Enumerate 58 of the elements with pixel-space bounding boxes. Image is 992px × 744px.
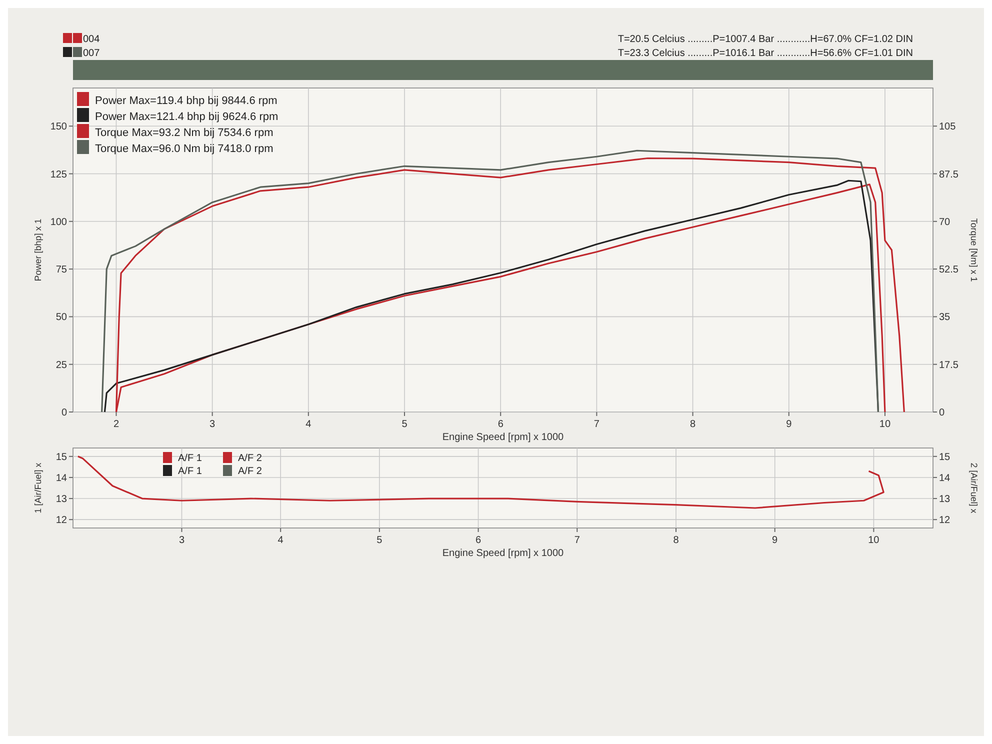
legend-label: Torque Max=93.2 Nm bij 7534.6 rpm xyxy=(95,127,274,139)
x-axis-title: Engine Speed [rpm] x 1000 xyxy=(442,548,564,559)
legend-label: A/F 1 xyxy=(178,466,202,477)
x-axis-title: Engine Speed [rpm] x 1000 xyxy=(442,432,564,443)
y2-tick-label: 17.5 xyxy=(939,360,959,371)
y-tick-label: 50 xyxy=(56,312,68,324)
legend-label: A/F 2 xyxy=(238,453,262,464)
y2-tick-label: 70 xyxy=(939,216,951,228)
y-tick-label: 100 xyxy=(50,216,68,228)
y-tick-label: 0 xyxy=(61,408,68,418)
y-tick-label: 14 xyxy=(56,472,68,484)
x-tick-label: 4 xyxy=(306,419,312,430)
y-tick-label: 25 xyxy=(56,360,68,371)
y2-tick-label: 105 xyxy=(939,122,956,133)
text: 004 xyxy=(83,34,100,45)
y-tick-label: 150 xyxy=(50,122,68,133)
y-axis-title: 1 [Air/Fuel] x xyxy=(33,462,43,514)
y-tick-label: 15 xyxy=(56,452,68,463)
x-tick-label: 10 xyxy=(879,419,891,430)
text: 007 xyxy=(83,48,100,59)
x-tick-label: 5 xyxy=(376,535,383,546)
x-tick-label: 4 xyxy=(278,535,284,546)
y2-axis-title: Torque [Nm] x 1 xyxy=(969,218,979,282)
y2-tick-label: 87.5 xyxy=(939,169,959,180)
x-tick-label: 5 xyxy=(402,419,408,430)
y-tick-label: 125 xyxy=(50,169,68,180)
y2-tick-label: 0 xyxy=(939,408,945,418)
legend-label: Torque Max=96.0 Nm bij 7418.0 rpm xyxy=(95,143,274,155)
text: T=20.5 Celcius .........P=1007.4 Bar ............H=67.0% CF=1.02 DIN xyxy=(618,34,913,45)
x-tick-label: 9 xyxy=(772,535,778,546)
y2-tick-label: 12 xyxy=(939,515,951,526)
y-tick-label: 75 xyxy=(56,264,68,276)
x-tick-label: 2 xyxy=(113,419,120,430)
x-tick-label: 8 xyxy=(673,535,680,546)
y2-axis-title: 2 [Air/Fuel] x xyxy=(969,462,979,514)
legend-label: A/F 1 xyxy=(178,453,202,464)
y2-tick-label: 13 xyxy=(939,494,951,506)
text: T=23.3 Celcius .........P=1016.1 Bar ............H=56.6% CF=1.01 DIN xyxy=(618,48,913,59)
y2-tick-label: 14 xyxy=(939,472,951,484)
x-tick-label: 9 xyxy=(786,419,792,430)
y-tick-label: 12 xyxy=(56,515,68,526)
y2-tick-label: 52.5 xyxy=(939,264,959,276)
x-tick-label: 3 xyxy=(178,535,185,546)
x-tick-label: 6 xyxy=(476,535,482,546)
x-tick-label: 3 xyxy=(210,419,216,430)
y2-tick-label: 35 xyxy=(939,312,951,324)
y2-tick-label: 15 xyxy=(939,452,951,463)
legend-label: A/F 2 xyxy=(238,466,262,477)
y-axis-title: Power [bhp] x 1 xyxy=(33,218,43,282)
legend-label: Power Max=121.4 bhp bij 9624.6 rpm xyxy=(95,111,278,123)
x-tick-label: 7 xyxy=(594,419,600,430)
legend-label: Power Max=119.4 bhp bij 9844.6 rpm xyxy=(95,95,278,107)
x-tick-label: 8 xyxy=(690,419,696,430)
x-tick-label: 6 xyxy=(498,419,504,430)
line-series xyxy=(77,456,884,509)
x-tick-label: 7 xyxy=(574,535,580,546)
y-tick-label: 13 xyxy=(56,494,68,506)
x-tick-label: 10 xyxy=(868,535,880,546)
